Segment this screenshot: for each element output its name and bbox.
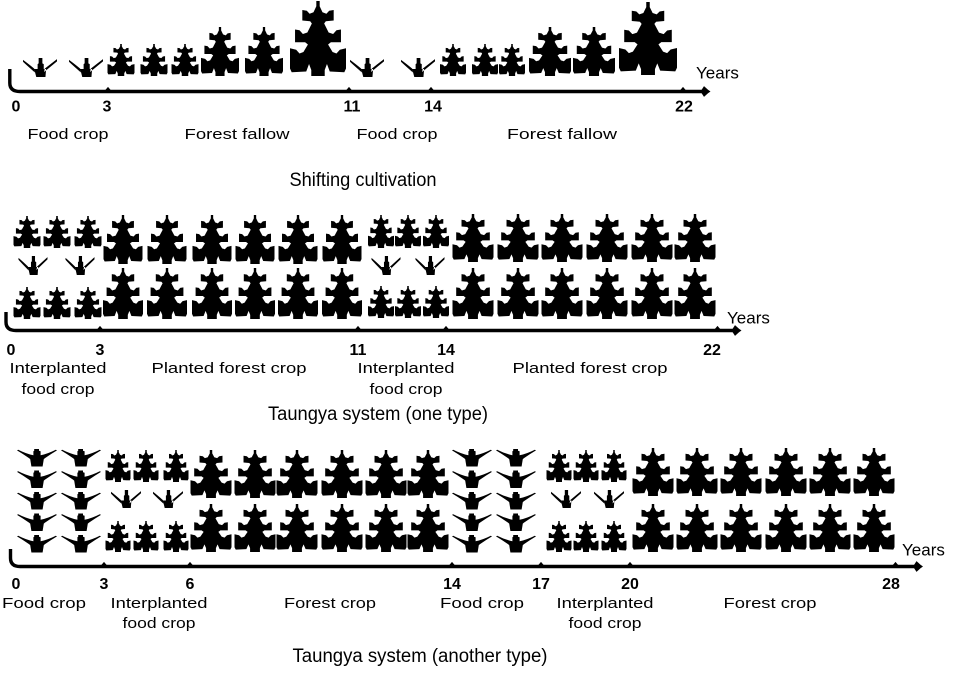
svg-text:Food crop: Food crop bbox=[28, 126, 109, 143]
svg-text:22: 22 bbox=[675, 99, 693, 116]
svg-text:17: 17 bbox=[532, 576, 550, 593]
svg-text:0: 0 bbox=[12, 576, 21, 593]
svg-text:Taungya system (another type): Taungya system (another type) bbox=[293, 646, 548, 667]
svg-text:Years: Years bbox=[696, 64, 739, 83]
svg-text:Food crop: Food crop bbox=[440, 595, 524, 612]
svg-text:14: 14 bbox=[443, 576, 461, 593]
svg-text:Shifting cultivation: Shifting cultivation bbox=[290, 170, 437, 191]
svg-text:Forest crop: Forest crop bbox=[724, 595, 817, 612]
svg-text:Years: Years bbox=[902, 541, 945, 560]
svg-text:6: 6 bbox=[186, 576, 195, 593]
svg-text:Forest fallow: Forest fallow bbox=[507, 126, 617, 143]
svg-text:11: 11 bbox=[350, 342, 367, 359]
svg-text:3: 3 bbox=[96, 342, 105, 359]
svg-text:Interplanted: Interplanted bbox=[557, 595, 654, 612]
svg-text:food crop: food crop bbox=[22, 381, 95, 398]
svg-text:Food crop: Food crop bbox=[2, 595, 86, 612]
svg-text:3: 3 bbox=[103, 99, 112, 116]
svg-text:Interplanted: Interplanted bbox=[358, 360, 455, 377]
svg-text:14: 14 bbox=[424, 99, 442, 116]
svg-text:3: 3 bbox=[100, 576, 109, 593]
svg-text:28: 28 bbox=[882, 576, 900, 593]
svg-text:food crop: food crop bbox=[370, 381, 443, 398]
svg-text:11: 11 bbox=[344, 99, 361, 116]
svg-text:food crop: food crop bbox=[123, 615, 196, 632]
svg-text:food crop: food crop bbox=[569, 615, 642, 632]
svg-text:Forest fallow: Forest fallow bbox=[185, 126, 290, 143]
svg-text:Interplanted: Interplanted bbox=[111, 595, 208, 612]
svg-text:14: 14 bbox=[437, 342, 455, 359]
svg-text:Planted forest crop: Planted forest crop bbox=[513, 360, 668, 377]
svg-text:20: 20 bbox=[621, 576, 639, 593]
svg-text:22: 22 bbox=[703, 342, 721, 359]
svg-text:Planted forest crop: Planted forest crop bbox=[152, 360, 307, 377]
svg-text:Years: Years bbox=[727, 309, 770, 328]
svg-text:0: 0 bbox=[12, 99, 21, 116]
svg-text:Taungya system (one type): Taungya system (one type) bbox=[268, 404, 488, 425]
svg-text:Interplanted: Interplanted bbox=[10, 360, 107, 377]
svg-text:Food crop: Food crop bbox=[357, 126, 438, 143]
svg-text:0: 0 bbox=[7, 342, 16, 359]
svg-text:Forest crop: Forest crop bbox=[284, 595, 376, 612]
